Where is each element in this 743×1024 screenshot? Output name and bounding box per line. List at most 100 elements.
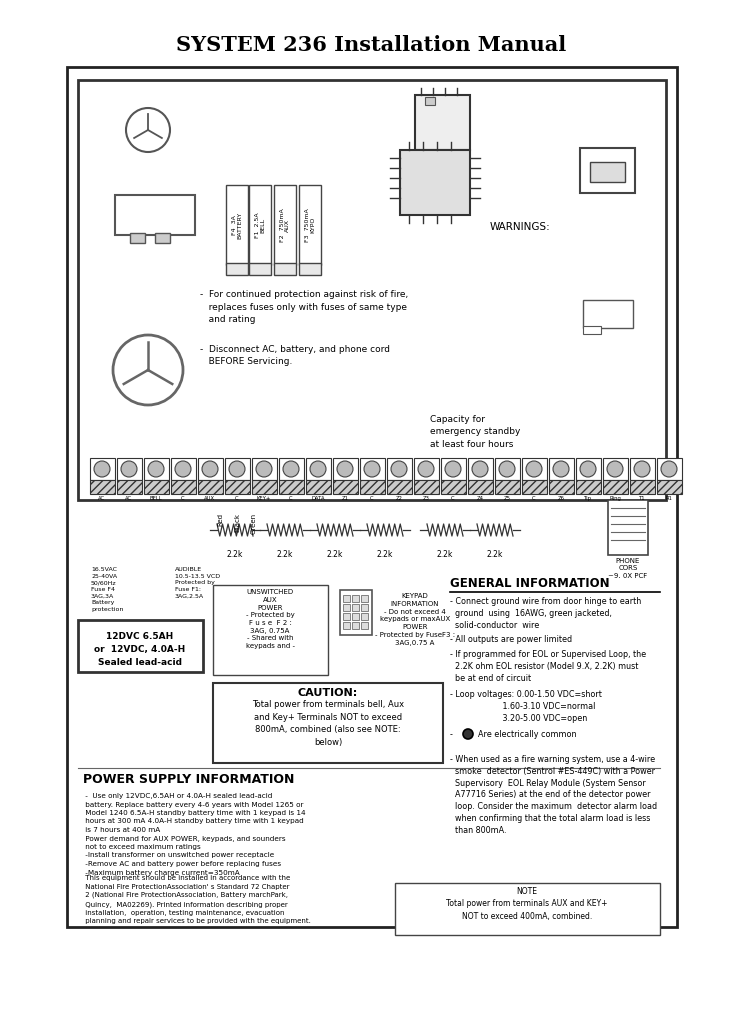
Bar [299, 185, 321, 265]
Circle shape [283, 461, 299, 477]
Text: 16.5VAC
25-40VA
50/60Hz
Fuse F4
3AG,3A
Battery
protection: 16.5VAC 25-40VA 50/60Hz Fuse F4 3AG,3A B… [91, 567, 123, 611]
Circle shape [499, 461, 515, 477]
Bar [352, 622, 359, 629]
Bar [213, 585, 328, 675]
Bar [425, 97, 435, 105]
Text: AUX: AUX [204, 496, 215, 501]
Circle shape [310, 461, 326, 477]
Text: Z3: Z3 [423, 496, 429, 501]
Text: This equipment should be installed in accordance with the
 National Fire Protect: This equipment should be installed in ac… [83, 874, 311, 925]
Bar [198, 458, 223, 480]
Circle shape [256, 461, 272, 477]
Text: - All outputs are power limited: - All outputs are power limited [450, 635, 572, 644]
Bar [352, 613, 359, 620]
Bar [441, 480, 466, 494]
Bar [249, 185, 271, 265]
Circle shape [472, 461, 488, 477]
Text: Red: Red [217, 513, 223, 526]
Bar [340, 590, 372, 635]
Circle shape [94, 461, 110, 477]
Bar [361, 622, 368, 629]
Text: C: C [289, 496, 293, 501]
Text: Total power from terminals bell, Aux
and Key+ Terminals NOT to exceed
800mA, com: Total power from terminals bell, Aux and… [252, 700, 404, 746]
Text: - Loop voltages: 0.00-1.50 VDC=short
                     1.60-3.10 VDC=normal
 : - Loop voltages: 0.00-1.50 VDC=short 1.6… [450, 690, 602, 723]
Text: T1: T1 [639, 496, 646, 501]
Text: Tip: Tip [584, 496, 592, 501]
Circle shape [634, 461, 650, 477]
Bar [630, 458, 655, 480]
Text: Capacity for
emergency standby
at least four hours: Capacity for emergency standby at least … [430, 415, 520, 449]
Bar [333, 480, 358, 494]
Bar [495, 480, 520, 494]
Bar [387, 458, 412, 480]
Bar [78, 80, 666, 500]
Text: C: C [370, 496, 374, 501]
Bar [306, 480, 331, 494]
Text: 2.2k: 2.2k [487, 550, 503, 559]
Circle shape [607, 461, 623, 477]
Bar [90, 458, 115, 480]
Text: Black: Black [234, 513, 240, 532]
Text: - When used as a fire warning system, use a 4-wire
  smoke  detector (Sentrol #E: - When used as a fire warning system, us… [450, 755, 657, 835]
Text: KEYPAD
INFORMATION
- Do not exceed 4
keypads or maxAUX
POWER
- Protected by Fuse: KEYPAD INFORMATION - Do not exceed 4 key… [375, 593, 455, 645]
Bar [225, 458, 250, 480]
Text: 2.2k: 2.2k [227, 550, 243, 559]
Bar [155, 233, 170, 243]
Text: - Connect ground wire from door hinge to earth
  ground  using  16AWG, green jac: - Connect ground wire from door hinge to… [450, 597, 641, 630]
Bar [345, 590, 485, 685]
Text: 12DVC 6.5AH
or  12VDC, 4.0A-H
Sealed lead-acid: 12DVC 6.5AH or 12VDC, 4.0A-H Sealed lead… [94, 632, 186, 668]
Text: - If programmed for EOL or Supervised Loop, the
  2.2K ohm EOL resistor (Model 9: - If programmed for EOL or Supervised Lo… [450, 650, 646, 683]
Bar [299, 263, 321, 275]
Bar [657, 480, 682, 494]
Circle shape [391, 461, 407, 477]
Bar [67, 67, 677, 927]
Bar [468, 458, 493, 480]
Bar [226, 263, 248, 275]
Bar [522, 480, 547, 494]
Text: C: C [181, 496, 185, 501]
Bar [144, 458, 169, 480]
Bar [78, 620, 203, 672]
Text: -  Disconnect AC, battery, and phone cord
   BEFORE Servicing.: - Disconnect AC, battery, and phone cord… [200, 345, 390, 367]
Bar [603, 480, 628, 494]
Text: WARNINGS:: WARNINGS: [490, 222, 551, 232]
Bar [352, 604, 359, 611]
Bar [468, 480, 493, 494]
Bar [171, 480, 196, 494]
Text: F1  2.5A
BELL: F1 2.5A BELL [255, 212, 265, 238]
Text: PHONE
CORS
~9. 0X PCF: PHONE CORS ~9. 0X PCF [609, 558, 648, 579]
Text: -  For continued protection against risk of fire,
   replaces fuses only with fu: - For continued protection against risk … [200, 290, 408, 324]
Bar [130, 233, 145, 243]
Text: SYSTEM 236 Installation Manual: SYSTEM 236 Installation Manual [176, 35, 566, 55]
Bar [400, 150, 470, 215]
Bar [144, 480, 169, 494]
Bar [576, 458, 601, 480]
Text: UNSWITCHED
AUX
POWER
- Protected by
F u s e  F 2 :
3AG, 0.75A
- Shared with
keyp: UNSWITCHED AUX POWER - Protected by F u … [245, 589, 294, 649]
Bar [395, 883, 660, 935]
Bar [608, 500, 648, 555]
Text: 2.2k: 2.2k [327, 550, 343, 559]
Text: C: C [451, 496, 455, 501]
Text: Z6: Z6 [557, 496, 565, 501]
Bar [414, 480, 439, 494]
Circle shape [229, 461, 245, 477]
Text: GENERAL INFORMATION: GENERAL INFORMATION [450, 577, 609, 590]
Text: F4  3A
BATTERY: F4 3A BATTERY [232, 211, 242, 239]
Text: Z5: Z5 [504, 496, 510, 501]
Circle shape [580, 461, 596, 477]
Circle shape [148, 461, 164, 477]
Text: AC: AC [98, 496, 106, 501]
Text: AUDIBLE
10.5-13.5 VCD
Protected by
Fuse F1:
3AG,2.5A: AUDIBLE 10.5-13.5 VCD Protected by Fuse … [175, 567, 220, 598]
Bar [249, 263, 271, 275]
Circle shape [445, 461, 461, 477]
Bar [90, 480, 115, 494]
Bar [657, 458, 682, 480]
Bar [630, 480, 655, 494]
Circle shape [553, 461, 569, 477]
Circle shape [418, 461, 434, 477]
Circle shape [175, 461, 191, 477]
Text: F3  750mA
KYPO: F3 750mA KYPO [305, 208, 315, 242]
Text: NOTE
Total power from terminals AUX and KEY+
NOT to exceed 400mA, combined.: NOTE Total power from terminals AUX and … [447, 887, 608, 921]
Bar [171, 458, 196, 480]
Bar [279, 458, 304, 480]
